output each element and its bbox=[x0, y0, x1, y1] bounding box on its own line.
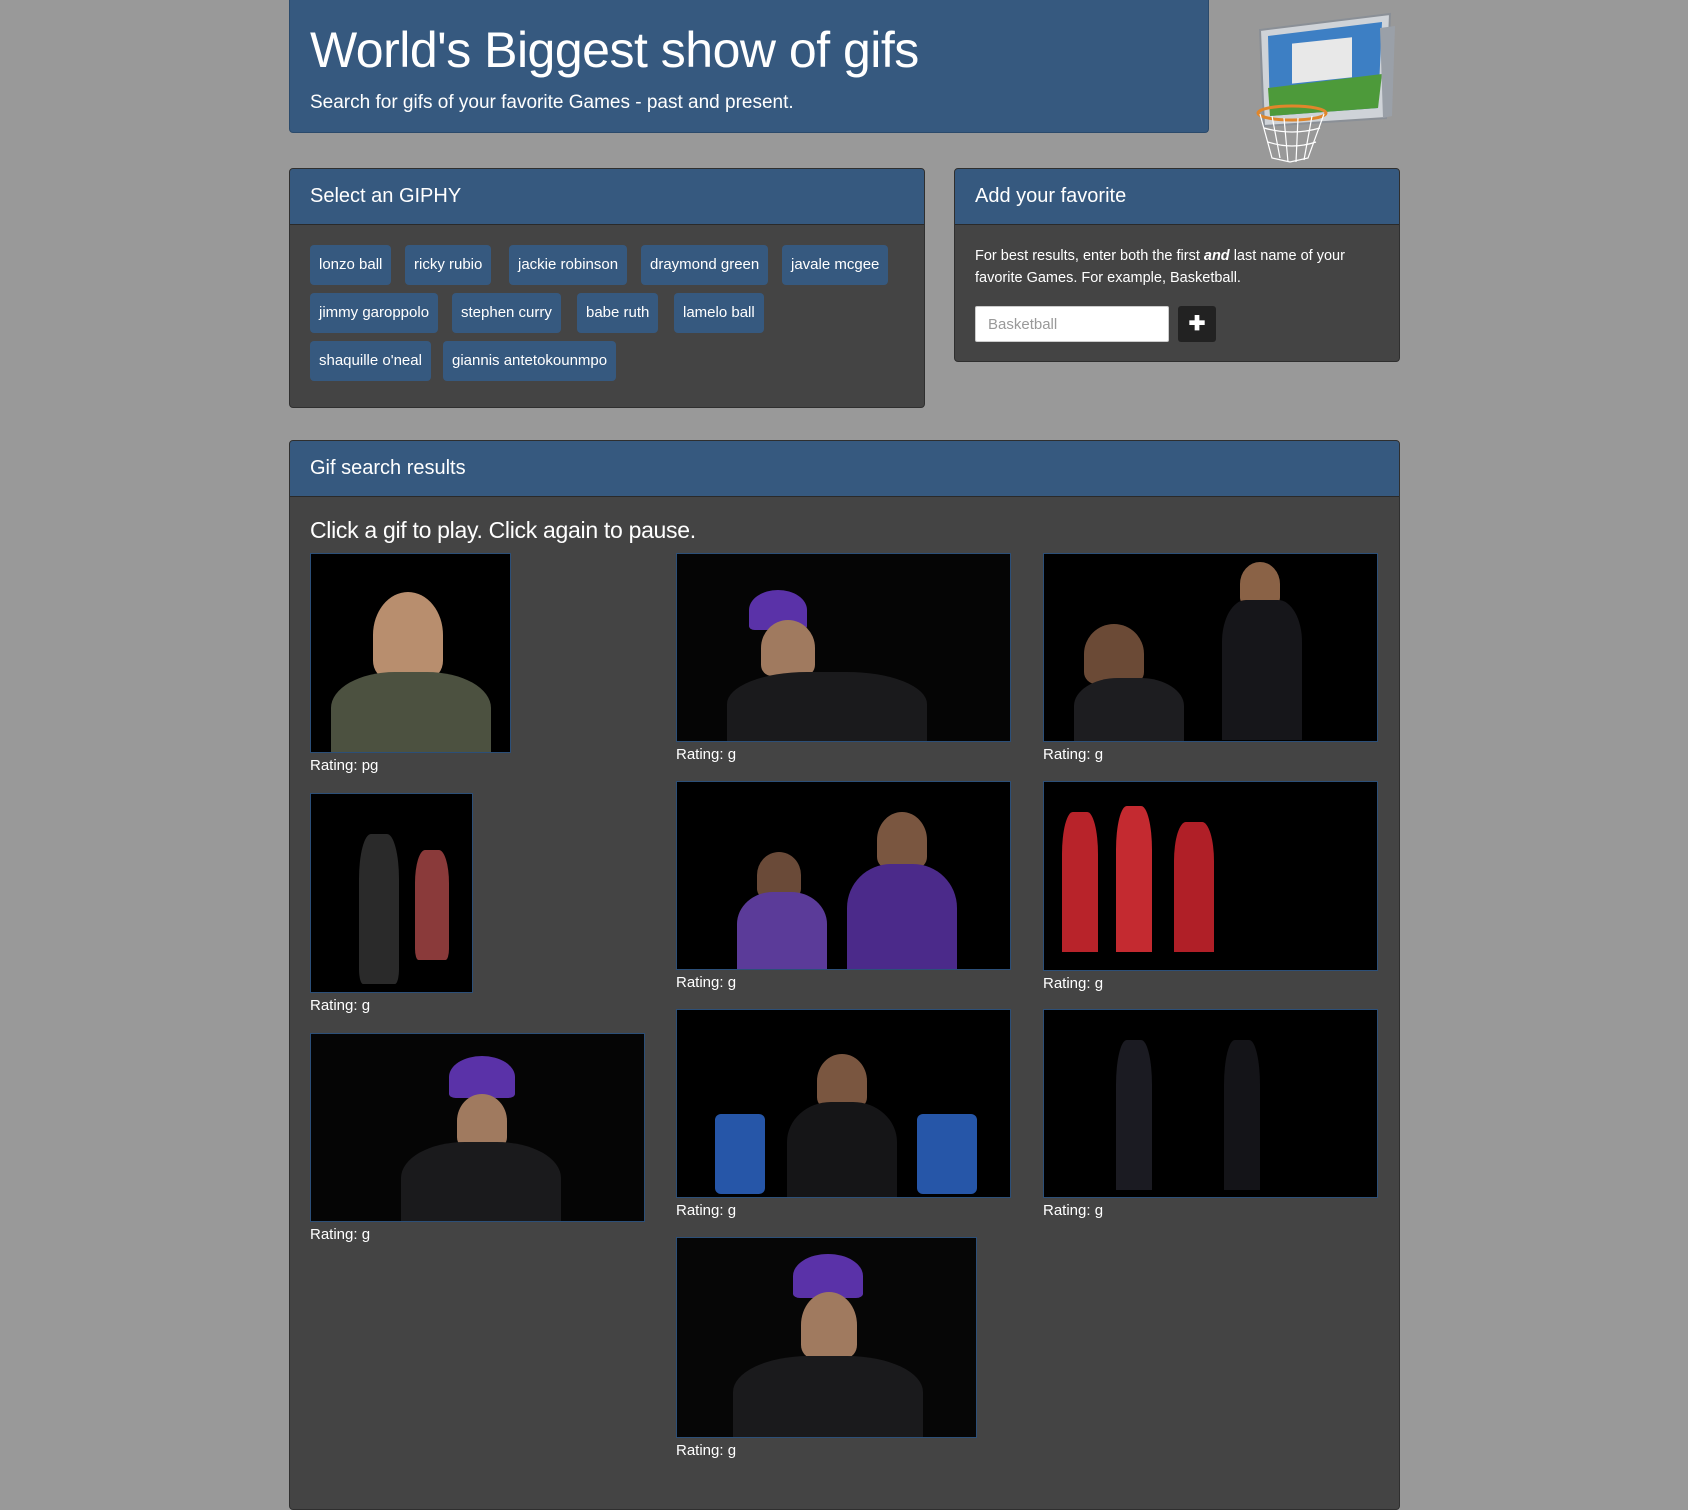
gif-image[interactable] bbox=[310, 1033, 645, 1222]
monitor-hoop-logo bbox=[1256, 12, 1395, 163]
gif-results-panel: Gif search results Click a gif to play. … bbox=[289, 440, 1400, 1510]
topic-button-jackie-robinson[interactable]: jackie robinson bbox=[509, 245, 628, 285]
topic-button-ricky-rubio[interactable]: ricky rubio bbox=[405, 245, 492, 285]
gif-item[interactable]: Rating: g bbox=[310, 793, 473, 1014]
gif-item[interactable]: Rating: g bbox=[676, 1237, 977, 1459]
gif-item[interactable]: Rating: pg bbox=[310, 553, 511, 774]
gif-item[interactable]: Rating: g bbox=[676, 553, 1011, 763]
gif-image[interactable] bbox=[676, 553, 1011, 742]
topic-button-draymond-green[interactable]: draymond green bbox=[641, 245, 769, 285]
topic-button-shaquille-oneal[interactable]: shaquille o'neal bbox=[310, 341, 431, 381]
gif-rating: Rating: pg bbox=[310, 757, 379, 774]
topic-button-lamelo-ball[interactable]: lamelo ball bbox=[674, 293, 764, 333]
gif-item[interactable]: Rating: g bbox=[1043, 781, 1378, 992]
gif-image[interactable] bbox=[1043, 781, 1378, 971]
gif-rating: Rating: g bbox=[1043, 1202, 1104, 1219]
gif-image[interactable] bbox=[310, 553, 511, 753]
favorite-input[interactable] bbox=[975, 306, 1169, 342]
plus-icon: ✚ bbox=[1188, 313, 1206, 335]
topic-button-javale-mcgee[interactable]: javale mcgee bbox=[782, 245, 889, 285]
gif-item[interactable]: Rating: g bbox=[310, 1033, 645, 1243]
page-title: World's Biggest show of gifs bbox=[310, 22, 919, 78]
gif-rating: Rating: g bbox=[310, 1226, 371, 1243]
hint-part: last name of your favorite Games. For ex… bbox=[975, 248, 1345, 286]
gif-rating: Rating: g bbox=[1043, 746, 1104, 763]
add-favorite-button[interactable]: ✚ bbox=[1178, 306, 1216, 342]
gif-image[interactable] bbox=[310, 793, 473, 993]
add-favorite-panel: Add your favorite For best results, ente… bbox=[954, 168, 1400, 362]
gif-rating: Rating: g bbox=[1043, 975, 1104, 992]
gif-item[interactable]: Rating: g bbox=[1043, 553, 1378, 763]
gif-image[interactable] bbox=[676, 1237, 977, 1438]
hint-emphasis: and bbox=[1203, 248, 1230, 264]
topic-button-jimmy-garoppolo[interactable]: jimmy garoppolo bbox=[310, 293, 439, 333]
topic-button-giannis-antetokounmpo[interactable]: giannis antetokounmpo bbox=[443, 341, 617, 381]
add-panel-heading: Add your favorite bbox=[955, 169, 1399, 225]
hint-part: For best results, enter both the first bbox=[975, 248, 1204, 264]
gif-rating: Rating: g bbox=[676, 746, 737, 763]
select-panel-heading: Select an GIPHY bbox=[290, 169, 924, 225]
gif-rating: Rating: g bbox=[310, 997, 371, 1014]
topic-button-stephen-curry[interactable]: stephen curry bbox=[452, 293, 561, 333]
header-jumbotron: World's Biggest show of gifs Search for … bbox=[289, 0, 1209, 133]
add-hint-text: For best results, enter both the first a… bbox=[975, 245, 1375, 289]
gif-rating: Rating: g bbox=[676, 974, 737, 991]
results-panel-heading: Gif search results bbox=[290, 441, 1399, 497]
topic-button-babe-ruth[interactable]: babe ruth bbox=[577, 293, 659, 333]
gif-image[interactable] bbox=[1043, 1009, 1378, 1198]
gif-image[interactable] bbox=[1043, 553, 1378, 742]
gif-item[interactable]: Rating: g bbox=[676, 1009, 1011, 1219]
gif-image[interactable] bbox=[676, 1009, 1011, 1198]
topic-button-lonzo-ball[interactable]: lonzo ball bbox=[310, 245, 392, 285]
gif-item[interactable]: Rating: g bbox=[1043, 1009, 1378, 1219]
gif-rating: Rating: g bbox=[676, 1202, 737, 1219]
select-giphy-panel: Select an GIPHY lonzo ball ricky rubio j… bbox=[289, 168, 925, 408]
gif-image[interactable] bbox=[676, 781, 1011, 970]
gif-rating: Rating: g bbox=[676, 1442, 737, 1459]
results-instruction: Click a gif to play. Click again to paus… bbox=[310, 517, 696, 543]
page-subtitle: Search for gifs of your favorite Games -… bbox=[310, 92, 794, 113]
gif-item[interactable]: Rating: g bbox=[676, 781, 1011, 991]
